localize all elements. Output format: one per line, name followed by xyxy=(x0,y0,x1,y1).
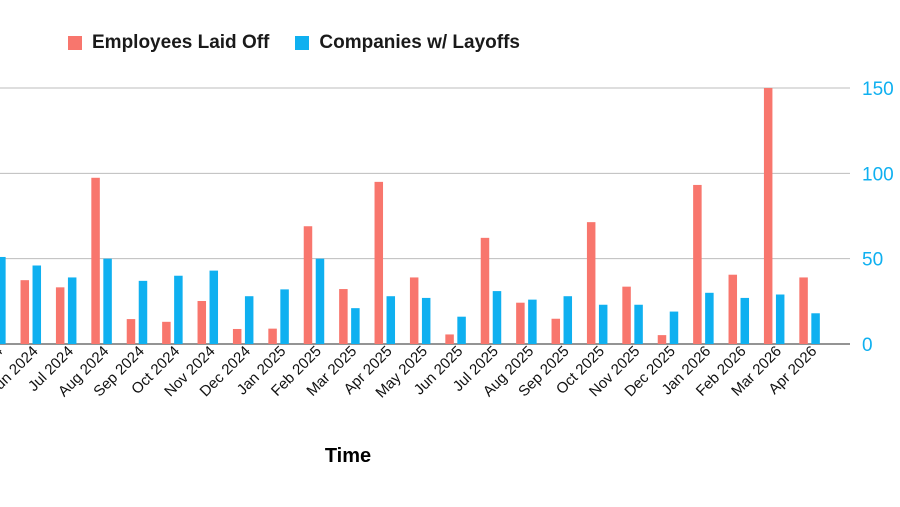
bar-employees-laid-off xyxy=(339,289,348,344)
bar-employees-laid-off xyxy=(55,287,65,344)
x-axis-title: Time xyxy=(324,445,372,467)
bar-employees-laid-off xyxy=(374,181,384,344)
right-axis-tick-label: 150 xyxy=(862,79,894,100)
bar-employees-laid-off xyxy=(232,328,242,344)
bar-companies-with-layoffs xyxy=(492,291,502,344)
bar-employees-laid-off xyxy=(586,222,596,344)
bar-employees-laid-off xyxy=(91,177,100,344)
bar-companies-with-layoffs xyxy=(32,265,42,344)
legend-item-companies: Companies w/ Layoffs xyxy=(295,32,520,54)
bar-employees-laid-off xyxy=(197,300,207,344)
bar-companies-with-layoffs xyxy=(0,256,6,344)
bar-companies-with-layoffs xyxy=(740,297,750,344)
bar-companies-with-layoffs xyxy=(421,297,431,344)
bar-employees-laid-off xyxy=(551,318,561,344)
bar-employees-laid-off xyxy=(20,280,30,344)
bar-companies-with-layoffs xyxy=(209,270,219,344)
bar-companies-with-layoffs xyxy=(528,299,537,344)
bar-employees-laid-off xyxy=(162,321,171,344)
bar-employees-laid-off xyxy=(445,334,454,344)
legend-item-employees: Employees Laid Off xyxy=(68,32,269,54)
bar-employees-laid-off xyxy=(657,335,667,344)
bar-employees-laid-off xyxy=(799,277,808,344)
right-axis-tick-label: 0 xyxy=(862,335,873,356)
legend-swatch-employees xyxy=(68,36,82,50)
right-axis-tick-label: 50 xyxy=(862,250,883,271)
legend-label-employees: Employees Laid Off xyxy=(92,32,270,53)
right-axis-tick-label: 100 xyxy=(862,164,894,185)
bar-employees-laid-off xyxy=(480,237,490,344)
bar-employees-laid-off xyxy=(268,328,277,344)
bar-companies-with-layoffs xyxy=(315,258,325,344)
bar-employees-laid-off xyxy=(763,88,773,344)
bar-employees-laid-off xyxy=(693,184,702,344)
bar-companies-with-layoffs xyxy=(563,296,573,344)
bar-companies-with-layoffs xyxy=(138,280,148,344)
bar-companies-with-layoffs xyxy=(67,277,77,344)
bar-companies-with-layoffs xyxy=(457,316,466,344)
chart-legend: Employees Laid Off Companies w/ Layoffs xyxy=(68,32,546,54)
bar-companies-with-layoffs xyxy=(669,311,679,344)
bar-companies-with-layoffs xyxy=(351,308,360,344)
bar-companies-with-layoffs xyxy=(174,275,183,344)
bar-companies-with-layoffs xyxy=(598,304,608,344)
bar-companies-with-layoffs xyxy=(811,313,820,344)
bar-companies-with-layoffs xyxy=(634,304,643,344)
legend-swatch-companies xyxy=(295,36,310,50)
bar-companies-with-layoffs xyxy=(103,258,112,344)
bar-companies-with-layoffs xyxy=(705,292,714,344)
legend-label-companies: Companies w/ Layoffs xyxy=(319,32,520,53)
bar-companies-with-layoffs xyxy=(244,296,254,344)
bar-employees-laid-off xyxy=(303,226,313,344)
bar-employees-laid-off xyxy=(409,277,419,344)
bar-employees-laid-off xyxy=(728,274,738,344)
bar-companies-with-layoffs xyxy=(386,296,396,344)
bar-companies-with-layoffs xyxy=(280,289,289,344)
bar-employees-laid-off xyxy=(622,286,631,344)
bar-employees-laid-off xyxy=(126,319,136,344)
bar-companies-with-layoffs xyxy=(775,294,785,344)
bar-employees-laid-off xyxy=(516,302,525,344)
